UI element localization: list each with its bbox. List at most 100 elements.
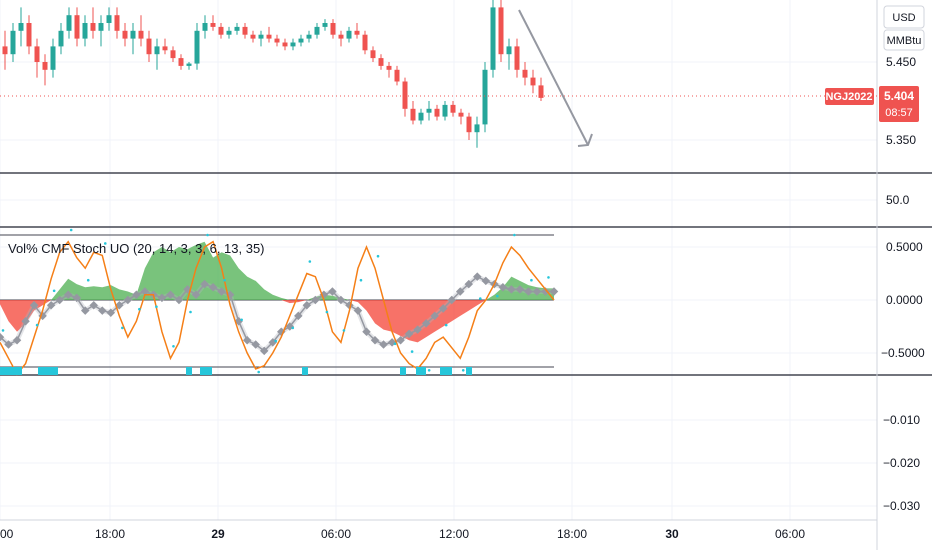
uo-marker	[456, 287, 465, 296]
signal-dot	[121, 326, 124, 330]
uo-marker	[447, 295, 456, 305]
time-tick-1800b: 18:00	[557, 527, 587, 541]
candle-body	[386, 65, 392, 70]
signal-dot	[240, 318, 243, 322]
uo-marker	[251, 340, 260, 349]
uo-marker	[302, 301, 312, 310]
candle-body	[434, 108, 440, 117]
time-tick-1200: 12:00	[439, 527, 469, 541]
countdown-label: 08:57	[885, 107, 913, 119]
candle-body	[498, 7, 504, 55]
uo-marker	[4, 340, 13, 349]
uo-marker	[63, 290, 73, 299]
uo-marker	[370, 336, 380, 345]
uo-marker	[55, 295, 64, 305]
candle-body	[530, 77, 536, 86]
candle-body	[18, 23, 24, 31]
price-axis[interactable]: 5.450 5.350 50.0 0.5000 0.0000 −0.5000 −…	[881, 55, 925, 513]
uo-marker	[438, 304, 448, 313]
uo-marker	[80, 306, 90, 315]
time-tick-0600: 06:00	[321, 527, 351, 541]
signal-dot	[1, 329, 5, 332]
uo-marker	[498, 283, 508, 292]
signal-dot	[410, 350, 414, 353]
signal-dot	[103, 242, 107, 245]
time-axis[interactable]: 00 18:00 29 06:00 12:00 18:00 30 06:00	[0, 527, 805, 541]
candle-body	[106, 15, 112, 23]
candle-body	[322, 23, 328, 27]
uo-marker	[191, 290, 201, 299]
candle-body	[298, 38, 304, 43]
cmf-positive-area	[0, 241, 554, 300]
uo-marker	[294, 311, 303, 321]
time-tick-0600b: 06:00	[775, 527, 805, 541]
indicator-pane[interactable]	[0, 228, 559, 376]
signal-dot	[461, 369, 465, 372]
uo-marker	[524, 287, 533, 296]
uo-marker	[430, 311, 439, 321]
time-tick-30: 30	[665, 527, 679, 541]
signal-dot	[342, 329, 346, 332]
oversold-bar	[416, 367, 426, 375]
candle-body	[402, 81, 408, 109]
uo-marker	[507, 285, 516, 294]
uo-marker	[473, 272, 482, 281]
candle-body	[378, 58, 384, 66]
candle-body	[58, 30, 64, 47]
signal-dot	[274, 339, 278, 343]
time-tick-29: 29	[211, 527, 225, 541]
uo-marker	[0, 332, 5, 342]
candle-body	[10, 30, 16, 55]
signal-dot	[69, 228, 73, 232]
uo-marker	[464, 279, 474, 289]
uo-marker	[549, 287, 559, 296]
candle-body	[186, 63, 192, 66]
symbol-tag[interactable]: NGJ2022	[825, 88, 874, 105]
signal-dot	[155, 305, 158, 309]
price-pane[interactable]	[2, 0, 544, 148]
indicator-tick-0000: 0.0000	[886, 293, 923, 307]
volume-tick-neg0020: −0.020	[883, 456, 920, 470]
time-tick-00: 00	[0, 527, 14, 541]
cmf-negative-area	[0, 300, 554, 343]
currency-button[interactable]: USD	[883, 5, 925, 29]
candle-body	[450, 104, 456, 113]
last-price-tag[interactable]: 5.404 08:57	[879, 86, 919, 122]
oversold-bar	[466, 367, 472, 375]
candle-body	[490, 7, 496, 70]
candle-body	[394, 69, 400, 82]
candle-body	[506, 46, 512, 55]
signal-dot	[359, 278, 363, 282]
uo-marker	[396, 336, 405, 345]
uo-marker	[353, 306, 363, 315]
trend-arrow-drawing[interactable]	[518, 9, 593, 147]
indicator-legend[interactable]: Vol% CMF Stoch UO (20, 14, 3, 3, 6, 13, …	[8, 241, 265, 256]
candle-body	[362, 34, 368, 51]
oversold-bar	[400, 367, 406, 375]
unit-button[interactable]: MMBtu	[883, 29, 925, 51]
uo-marker	[89, 301, 98, 310]
oversold-bar	[186, 367, 192, 375]
uo-marker	[404, 329, 414, 339]
last-price-label: 5.404	[884, 89, 914, 103]
candle-body	[42, 62, 48, 70]
candle-body	[538, 85, 544, 98]
candle-body	[338, 34, 344, 39]
candle-body	[194, 30, 200, 64]
candle-body	[122, 30, 128, 39]
candle-body	[346, 30, 352, 39]
oversold-bar	[440, 367, 452, 375]
uo-marker	[421, 319, 431, 328]
candle-body	[178, 58, 184, 66]
indicator-tick-0500: 0.5000	[886, 240, 923, 254]
uo-marker	[379, 340, 388, 349]
candle-body	[218, 26, 224, 35]
candle-body	[306, 34, 312, 39]
signal-dot	[257, 370, 260, 374]
candle-body	[98, 23, 104, 31]
signal-dot	[206, 233, 209, 237]
candle-body	[474, 124, 480, 133]
currency-button-label: USD	[892, 12, 915, 24]
uo-marker	[46, 301, 56, 310]
